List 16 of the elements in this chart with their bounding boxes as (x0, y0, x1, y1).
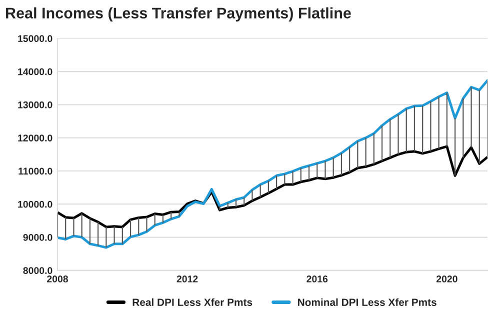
chart-title: Real Incomes (Less Transfer Payments) Flatline (6, 7, 351, 22)
line-series (58, 79, 488, 249)
y-tick-label: 15000.0 (18, 35, 52, 42)
x-tick-label: 2008 (47, 276, 68, 282)
legend-label: Real DPI Less Xfer Pmts (132, 298, 252, 306)
y-tick-label: 9000.0 (23, 234, 52, 241)
y-tick-label: 8000.0 (23, 267, 52, 274)
x-tick-label: 2016 (306, 276, 328, 282)
y-tick-label: 11000.0 (18, 168, 52, 175)
y-tick-label: 13000.0 (18, 101, 52, 108)
x-tick-label: 2012 (176, 276, 198, 282)
y-tick-label: 12000.0 (18, 134, 52, 142)
legend-label: Nominal DPI Less Xfer Pmts (298, 298, 436, 306)
y-tick-label: 10000.0 (18, 200, 52, 208)
x-tick-label: 2020 (436, 276, 458, 282)
y-tick-label: 14000.0 (18, 68, 52, 76)
